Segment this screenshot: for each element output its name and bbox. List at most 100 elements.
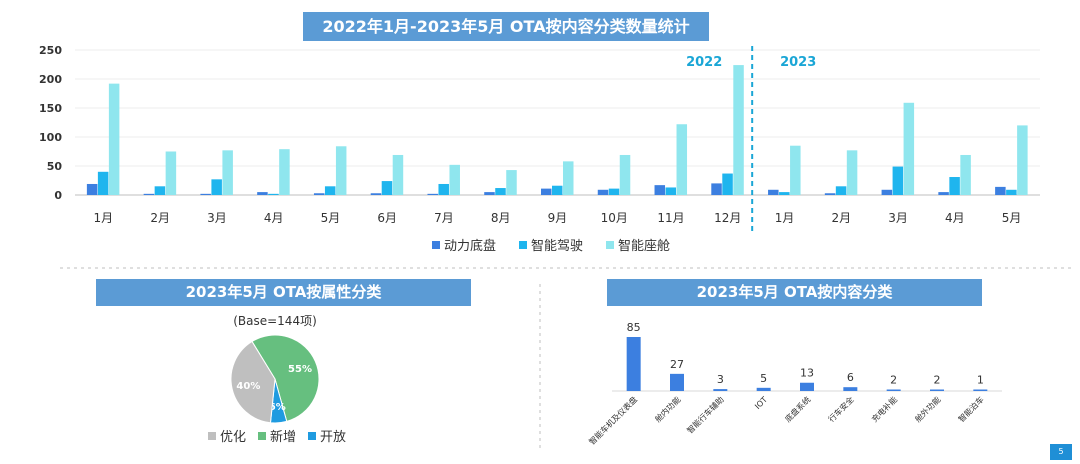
bar-智能驾驶	[665, 187, 677, 195]
pie-chart-title: 2023年5月 OTA按属性分类	[96, 279, 471, 306]
y-tick-label: 250	[39, 44, 62, 57]
bar-智能驾驶	[381, 181, 393, 195]
bar-智能座舱	[960, 154, 971, 195]
top-bar-chart: 0 50 100 150 200 250 1月 2月 3月 4月 5月 6月 7月 8月 9月 10月 11月 1…	[39, 44, 1040, 254]
bar-智能座舱	[903, 102, 915, 195]
bar-动力底盘	[995, 186, 1006, 195]
pie-slice-label: 40%	[236, 381, 260, 392]
bar-智能驾驶	[552, 185, 563, 195]
x-tick-label: 2月	[150, 211, 170, 225]
content-bar	[843, 387, 858, 391]
pie-chart: (Base=144项) 55% 6% 40% 优化 新增 开放	[208, 314, 346, 445]
content-x-label: 充电补能	[869, 394, 899, 424]
pie-legend-swatch	[258, 432, 266, 440]
bar-智能座舱	[222, 150, 233, 195]
bar-动力底盘	[824, 193, 836, 195]
bar-智能座舱	[846, 150, 858, 195]
pie-legend-label: 新增	[270, 429, 296, 445]
bar-动力底盘	[257, 192, 268, 195]
x-tick-label: 3月	[207, 211, 227, 225]
legend-label: 动力底盘	[444, 238, 496, 254]
bar-智能座舱	[335, 146, 347, 195]
x-tick-label: 5月	[321, 211, 341, 225]
bar-智能驾驶	[779, 192, 790, 195]
bar-智能座舱	[392, 154, 404, 195]
legend-label: 智能座舱	[618, 239, 670, 254]
x-tick-label: 2月	[832, 211, 852, 225]
x-tick-label: 10月	[601, 211, 628, 225]
content-x-label: 舱内功能	[653, 394, 683, 424]
x-tick-label: 12月	[714, 211, 741, 225]
content-x-label: 舱外功能	[913, 394, 943, 424]
x-tick-label: 11月	[657, 211, 684, 225]
pie-slice-优化	[230, 340, 276, 424]
content-bar-value: 13	[800, 367, 814, 380]
x-tick-label: 7月	[434, 211, 454, 225]
bar-智能座舱	[165, 151, 177, 195]
bar-智能座舱	[449, 164, 460, 195]
bar-智能驾驶	[722, 173, 733, 195]
content-bar-value: 5	[760, 372, 767, 385]
x-tick-label: 4月	[945, 211, 965, 225]
content-bar-value: 1	[977, 374, 984, 387]
content-bar	[930, 389, 944, 391]
bar-智能驾驶	[268, 193, 279, 195]
bar-智能座舱	[1017, 125, 1028, 195]
content-bar-value: 2	[934, 374, 941, 387]
x-tick-label: 9月	[548, 211, 568, 225]
legend-swatch	[432, 241, 440, 249]
bar-动力底盘	[86, 183, 98, 195]
bar-智能驾驶	[495, 188, 506, 195]
bar-动力底盘	[370, 193, 382, 195]
y-tick-label: 0	[54, 189, 62, 202]
pie-slice-新增	[251, 334, 320, 423]
pie-slice-label: 55%	[288, 364, 312, 375]
pie-slice-label: 6%	[269, 402, 286, 413]
content-bar	[713, 389, 728, 391]
bar-智能座舱	[506, 170, 517, 195]
x-tick-label: 1月	[94, 211, 114, 225]
bar-动力底盘	[597, 189, 609, 195]
content-bar	[670, 373, 684, 391]
content-x-label: IOT	[753, 395, 769, 411]
content-bar	[973, 389, 988, 391]
bar-智能座舱	[733, 65, 744, 195]
bar-动力底盘	[938, 192, 949, 195]
content-x-label: 底盘系统	[783, 394, 813, 424]
bar-智能驾驶	[438, 183, 449, 195]
x-tick-label: 1月	[775, 211, 795, 225]
y-tick-label: 50	[47, 160, 63, 173]
content-bar-value: 85	[627, 321, 641, 334]
content-bar	[886, 389, 901, 391]
x-tick-label: 4月	[264, 211, 284, 225]
bar-动力底盘	[541, 188, 552, 195]
legend-label: 智能驾驶	[531, 239, 583, 254]
bar-智能座舱	[790, 145, 801, 195]
legend-swatch	[519, 241, 527, 249]
content-bar-value: 27	[670, 358, 684, 371]
x-tick-label: 8月	[491, 211, 511, 225]
bar-智能座舱	[619, 154, 631, 195]
x-tick-label: 3月	[888, 211, 908, 225]
pie-legend-label: 优化	[220, 430, 246, 445]
content-bar-chart-title: 2023年5月 OTA按内容分类	[607, 279, 982, 306]
content-x-label: 智能车机及仪表盘	[587, 394, 639, 446]
bar-智能驾驶	[211, 179, 222, 195]
content-bar-value: 2	[890, 374, 897, 387]
page-number: 5	[1050, 444, 1072, 460]
bar-动力底盘	[200, 193, 211, 195]
bar-动力底盘	[427, 193, 438, 195]
content-bar-chart: 85 智能车机及仪表盘 27 舱内功能 3 智能行车辅助 5 IOT 13 底盘系统 6 行车安全 2 充…	[587, 321, 1002, 447]
bar-动力底盘	[768, 189, 779, 195]
y-tick-label: 200	[39, 73, 62, 86]
bar-智能座舱	[676, 124, 688, 195]
pie-legend-swatch	[208, 432, 216, 440]
legend-swatch	[606, 241, 614, 249]
bar-动力底盘	[881, 189, 893, 195]
bar-智能驾驶	[154, 186, 166, 195]
bar-动力底盘	[654, 185, 666, 195]
bar-动力底盘	[484, 192, 495, 195]
bar-智能座舱	[279, 149, 290, 195]
content-bar-value: 6	[847, 371, 854, 384]
